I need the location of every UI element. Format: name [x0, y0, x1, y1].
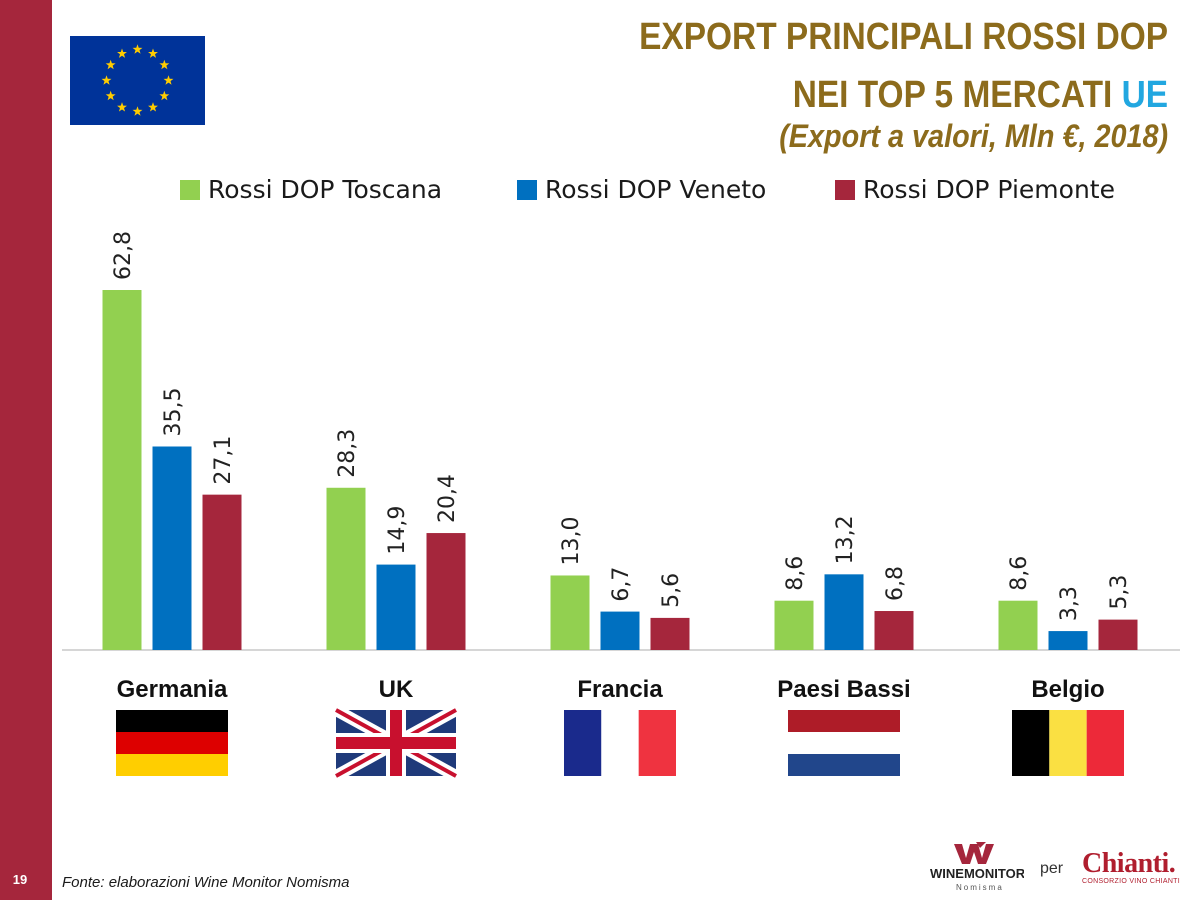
- bar-germania-veneto: [152, 446, 192, 650]
- germany-flag-icon: [116, 710, 228, 776]
- category-label: Francia: [577, 676, 663, 703]
- winemonitor-logo-text: WINEMONITOR: [930, 866, 1024, 881]
- bar-uk-toscana: [326, 487, 366, 650]
- category-label: Germania: [117, 676, 228, 703]
- bar-paesi-bassi-veneto: [824, 574, 864, 650]
- category-label: UK: [379, 676, 414, 703]
- title-line-1: EXPORT PRINCIPALI ROSSI DOP: [639, 16, 1168, 58]
- legend-swatch-toscana: [180, 179, 200, 200]
- eu-star: [117, 48, 127, 58]
- bar-francia-veneto: [600, 611, 640, 650]
- data-label: 13,2: [833, 515, 858, 564]
- data-label: 62,8: [111, 231, 136, 280]
- sidebar-band: [0, 0, 52, 900]
- legend-item-piemonte: Rossi DOP Piemonte: [835, 175, 1115, 204]
- winemonitor-logo: WINEMONITOR Nomisma: [930, 842, 1024, 892]
- bar-francia-toscana: [550, 575, 590, 650]
- data-label: 8,6: [1007, 556, 1032, 591]
- eu-star: [159, 90, 170, 101]
- bar-uk-piemonte: [426, 533, 466, 650]
- legend-swatch-veneto: [517, 179, 537, 200]
- source-note: Fonte: elaborazioni Wine Monitor Nomisma: [62, 874, 350, 891]
- legend-item-toscana: Rossi DOP Toscana: [180, 175, 442, 204]
- chianti-logo: Chianti. CONSORZIO VINO CHIANTI: [1082, 850, 1182, 892]
- title-accent: UE: [1121, 74, 1168, 116]
- title-line-2: NEI TOP 5 MERCATI UE: [639, 66, 1168, 124]
- bar-belgio-veneto: [1048, 631, 1088, 650]
- data-label: 14,9: [385, 506, 410, 555]
- eu-star: [117, 102, 127, 112]
- page-subtitle: (Export a valori, Mln €, 2018): [779, 118, 1168, 154]
- data-label: 6,8: [883, 566, 908, 601]
- legend-item-veneto: Rossi DOP Veneto: [517, 175, 766, 204]
- page-title: EXPORT PRINCIPALI ROSSI DOP NEI TOP 5 ME…: [639, 8, 1168, 124]
- data-label: 5,3: [1107, 575, 1132, 610]
- eu-star: [132, 44, 143, 54]
- bar-francia-piemonte: [650, 617, 690, 650]
- data-label: 6,7: [609, 567, 634, 602]
- uk-flag-icon: [333, 704, 459, 782]
- page-number: 19: [12, 872, 28, 887]
- chianti-logo-text: Chianti.: [1082, 848, 1176, 879]
- eu-star: [105, 90, 116, 101]
- data-label: 20,4: [435, 474, 460, 523]
- data-label: 27,1: [211, 436, 236, 485]
- eu-flag-icon: [70, 36, 205, 125]
- legend-label-toscana: Rossi DOP Toscana: [208, 175, 443, 204]
- eu-star: [159, 59, 170, 70]
- chianti-logo-sub: CONSORZIO VINO CHIANTI: [1082, 878, 1180, 885]
- data-label: 35,5: [161, 388, 186, 437]
- winemonitor-logo-sub: Nomisma: [956, 883, 1004, 892]
- category-label: Belgio: [1031, 676, 1104, 703]
- bar-paesi-bassi-toscana: [774, 600, 814, 650]
- belgium-flag-icon: [1012, 710, 1124, 776]
- legend-label-veneto: Rossi DOP Veneto: [545, 175, 767, 204]
- eu-star: [148, 102, 158, 112]
- title-line-2-text: NEI TOP 5 MERCATI: [792, 74, 1122, 116]
- bar-uk-veneto: [376, 564, 416, 650]
- bar-germania-toscana: [102, 290, 142, 650]
- eu-star: [163, 75, 174, 85]
- eu-star: [148, 48, 158, 58]
- eu-star: [101, 75, 112, 85]
- bar-germania-piemonte: [202, 494, 242, 650]
- france-flag-icon: [564, 710, 676, 776]
- eu-star: [132, 106, 143, 116]
- bar-belgio-piemonte: [1098, 619, 1138, 650]
- legend-label-piemonte: Rossi DOP Piemonte: [863, 175, 1115, 204]
- eu-star: [105, 59, 116, 70]
- per-label: per: [1040, 860, 1064, 877]
- legend-swatch-piemonte: [835, 179, 855, 200]
- bar-paesi-bassi-piemonte: [874, 611, 914, 650]
- data-label: 28,3: [335, 429, 360, 478]
- data-label: 5,6: [659, 573, 684, 608]
- data-label: 3,3: [1057, 586, 1082, 621]
- netherlands-flag-icon: [788, 710, 900, 776]
- category-label: Paesi Bassi: [777, 676, 910, 703]
- bar-belgio-toscana: [998, 600, 1038, 650]
- data-label: 8,6: [783, 556, 808, 591]
- winemonitor-logo-mark: [954, 842, 994, 864]
- data-label: 13,0: [559, 516, 584, 565]
